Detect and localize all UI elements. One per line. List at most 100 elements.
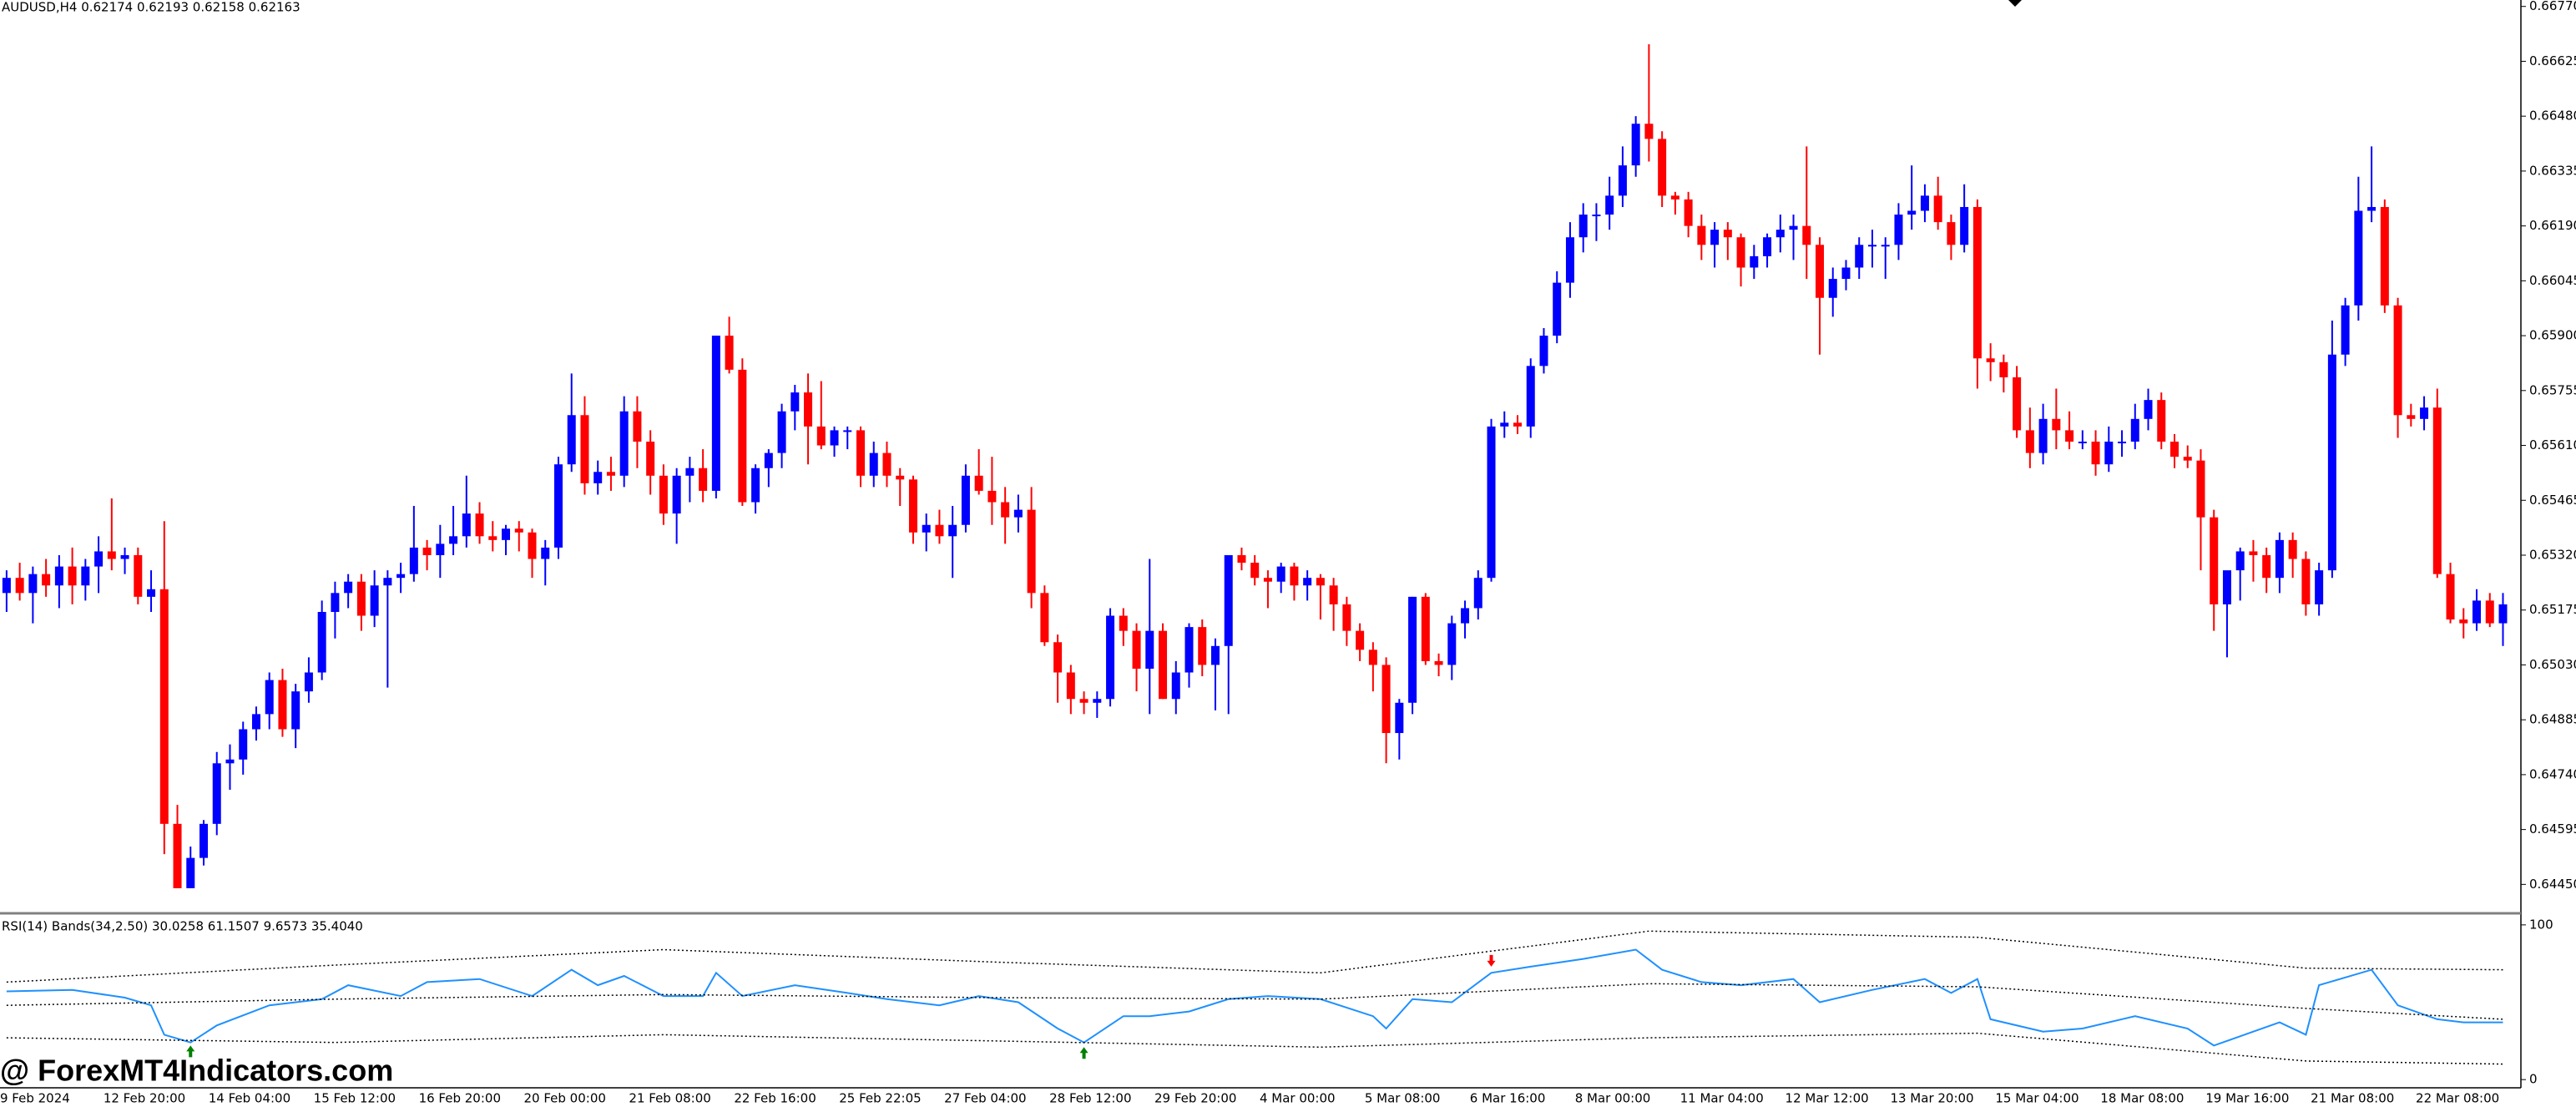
candle-body <box>593 472 603 483</box>
candle-body <box>2104 442 2114 465</box>
candle-body <box>2118 442 2127 444</box>
candle-body <box>1027 509 1036 594</box>
candle-body <box>383 578 392 586</box>
candle-body <box>567 415 576 465</box>
candle-body <box>528 532 537 559</box>
candle-body <box>265 680 274 715</box>
candle-body <box>68 566 77 586</box>
x-tick-label: 22 Feb 16:00 <box>734 1091 816 1106</box>
x-tick-label: 21 Feb 08:00 <box>629 1091 710 1106</box>
candle-body <box>1013 509 1023 518</box>
x-tick-label: 6 Mar 16:00 <box>1470 1091 1546 1106</box>
y-tick-label: 0.66480 <box>2529 109 2576 124</box>
candle-body <box>856 430 865 476</box>
candle-body <box>1106 615 1115 700</box>
candle-body <box>291 691 301 730</box>
candle-body <box>2327 354 2336 571</box>
candle-body <box>1132 630 1141 669</box>
candle-body <box>1710 230 1720 245</box>
candle-body <box>2420 407 2429 419</box>
candle-body <box>304 672 313 692</box>
candle-body <box>1750 255 1759 268</box>
candle-body <box>2183 457 2192 461</box>
candle-body <box>1316 578 1325 586</box>
candle-body <box>409 547 418 574</box>
candle-body <box>1828 279 1837 298</box>
candle-body <box>475 513 484 537</box>
candle-body <box>1670 195 1679 200</box>
candle-body <box>1526 366 1535 427</box>
candle-body <box>1816 245 1825 298</box>
candle-body <box>15 578 24 594</box>
cursor-marker <box>2008 0 2022 7</box>
candle-body <box>1461 608 1470 624</box>
candle-body <box>751 468 760 503</box>
candle-body <box>2367 206 2376 211</box>
candle-body <box>1960 206 1969 245</box>
candle-body <box>147 589 156 597</box>
candle-body <box>462 513 471 537</box>
candle-body <box>239 729 248 760</box>
candle-body <box>1933 195 1942 223</box>
x-tick-label: 16 Feb 20:00 <box>419 1091 501 1106</box>
candle-body <box>94 551 104 567</box>
candle-body <box>580 415 589 483</box>
candle-body <box>1237 554 1246 564</box>
candle-body <box>672 475 681 514</box>
candle-body <box>1053 642 1063 673</box>
candle-body <box>1553 282 1562 336</box>
candle-body <box>1789 225 1798 230</box>
candle-body <box>908 479 917 533</box>
candle-body <box>1513 422 1522 427</box>
candle-body <box>514 528 523 533</box>
x-tick-label: 18 Mar 08:00 <box>2100 1091 2184 1106</box>
candle-body <box>974 475 983 491</box>
x-tick-label: 29 Feb 20:00 <box>1154 1091 1236 1106</box>
candle-body <box>2288 539 2297 559</box>
candle-body <box>1500 422 1509 427</box>
watermark: @ ForexMT4Indicators.com <box>0 1054 393 1088</box>
candle-body <box>2091 442 2100 465</box>
signal-arrow <box>1079 1047 1088 1059</box>
candle-body <box>2038 418 2048 453</box>
candle-body <box>2 578 11 594</box>
candle-body <box>1855 245 1864 268</box>
x-tick-label: 22 Mar 08:00 <box>2416 1091 2499 1106</box>
candle-body <box>1198 627 1207 665</box>
candle-body <box>896 475 905 480</box>
y-tick-label: 0.65610 <box>2529 437 2576 452</box>
candle-body <box>356 581 366 616</box>
candle-body <box>1434 660 1443 665</box>
candle-body <box>2485 600 2494 624</box>
candle-body <box>42 574 51 586</box>
candle-body <box>685 468 695 476</box>
y-tick-label: 0.65030 <box>2529 657 2576 672</box>
candle-body <box>120 554 129 559</box>
x-tick-label: 5 Mar 08:00 <box>1365 1091 1441 1106</box>
candle-body <box>1395 702 1404 734</box>
y-tick-label: 0.64885 <box>2529 712 2576 727</box>
candle-body <box>1539 336 1548 366</box>
candle-body <box>2130 418 2139 442</box>
candle-body <box>1447 623 1457 665</box>
candle-body <box>961 475 970 525</box>
x-tick-label: 9 Feb 2024 <box>0 1091 70 1106</box>
candle-body <box>2315 570 2324 604</box>
candle-body <box>2170 442 2179 457</box>
candle-body <box>1592 215 1601 217</box>
candle-body <box>1618 165 1627 196</box>
candle-body <box>2065 430 2074 442</box>
candle-body <box>422 547 432 555</box>
candle-body <box>1947 222 1956 245</box>
candle-body <box>1763 237 1772 256</box>
candle-body <box>1066 672 1075 700</box>
x-tick-label: 28 Feb 12:00 <box>1049 1091 1131 1106</box>
candle-body <box>1421 596 1430 661</box>
candle-body <box>764 452 773 468</box>
candle-body <box>633 411 642 442</box>
candle-body <box>173 823 182 888</box>
candle-body <box>1736 237 1745 268</box>
candle-body <box>370 585 379 616</box>
y-tick-label: 0.66770 <box>2529 0 2576 13</box>
